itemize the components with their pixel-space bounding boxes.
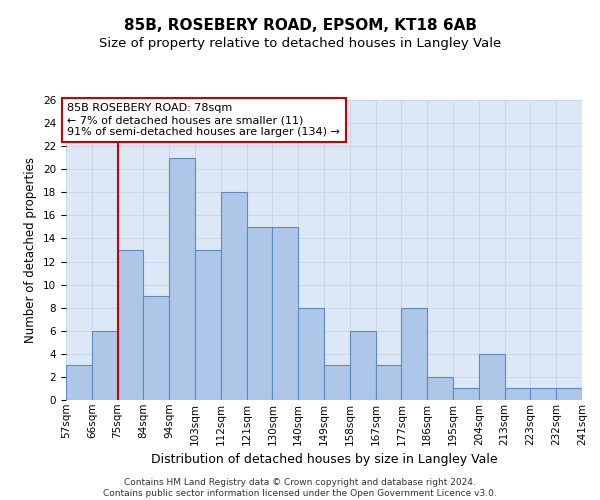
- Text: Contains HM Land Registry data © Crown copyright and database right 2024.
Contai: Contains HM Land Registry data © Crown c…: [103, 478, 497, 498]
- Text: 85B, ROSEBERY ROAD, EPSOM, KT18 6AB: 85B, ROSEBERY ROAD, EPSOM, KT18 6AB: [124, 18, 476, 32]
- Bar: [221, 192, 247, 400]
- Bar: [195, 250, 221, 400]
- Bar: [350, 331, 376, 400]
- Bar: [376, 366, 401, 400]
- Bar: [401, 308, 427, 400]
- Bar: [453, 388, 479, 400]
- Bar: [427, 377, 453, 400]
- Bar: [143, 296, 169, 400]
- Bar: [92, 331, 118, 400]
- Bar: [556, 388, 582, 400]
- Bar: [505, 388, 530, 400]
- Bar: [66, 366, 92, 400]
- Bar: [530, 388, 556, 400]
- Bar: [324, 366, 350, 400]
- X-axis label: Distribution of detached houses by size in Langley Vale: Distribution of detached houses by size …: [151, 453, 497, 466]
- Bar: [479, 354, 505, 400]
- Bar: [298, 308, 324, 400]
- Y-axis label: Number of detached properties: Number of detached properties: [25, 157, 37, 343]
- Bar: [247, 227, 272, 400]
- Text: Size of property relative to detached houses in Langley Vale: Size of property relative to detached ho…: [99, 38, 501, 51]
- Bar: [272, 227, 298, 400]
- Text: 85B ROSEBERY ROAD: 78sqm
← 7% of detached houses are smaller (11)
91% of semi-de: 85B ROSEBERY ROAD: 78sqm ← 7% of detache…: [67, 104, 340, 136]
- Bar: [169, 158, 195, 400]
- Bar: [118, 250, 143, 400]
